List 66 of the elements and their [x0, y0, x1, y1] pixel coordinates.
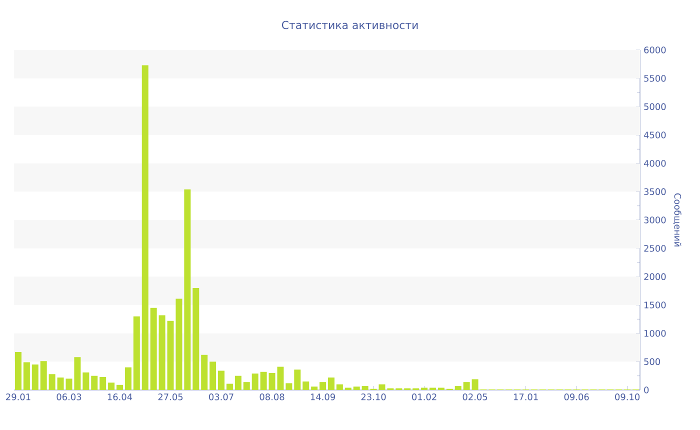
y-tick-label: 2000: [644, 273, 666, 280]
y-tick-label: 5500: [644, 74, 666, 82]
bar: [184, 189, 191, 390]
x-tick-label: 06.03: [56, 394, 82, 400]
y-tick-label: 1000: [644, 330, 666, 337]
bar: [192, 288, 200, 390]
bar: [142, 65, 148, 390]
y-tick-label: 2500: [644, 244, 666, 252]
bar: [201, 354, 208, 390]
bar: [23, 362, 30, 390]
y-tick-label: 5000: [644, 103, 666, 110]
bar: [320, 382, 326, 390]
bar: [108, 382, 115, 390]
bar: [32, 364, 38, 390]
bar: [463, 382, 470, 390]
x-tick-label: 16.04: [108, 394, 132, 400]
bar: [150, 308, 157, 390]
bar: [336, 384, 343, 390]
bar: [252, 374, 258, 390]
y-tick-label: 0: [644, 386, 649, 394]
x-tick-label: 23.10: [361, 394, 386, 400]
x-tick-label: 17.01: [514, 394, 538, 400]
x-tick-label: 27.05: [158, 394, 183, 400]
y-tick-label: 3500: [644, 188, 666, 196]
bar: [91, 376, 98, 390]
bar: [362, 386, 368, 390]
bar: [124, 367, 132, 390]
chart-title: Статистика активности: [282, 20, 418, 30]
bar: [74, 357, 81, 390]
bar: [454, 386, 462, 390]
y-tick-label: 4500: [644, 132, 666, 138]
bar: [133, 316, 140, 390]
bar: [48, 374, 56, 390]
bar: [14, 352, 22, 390]
x-tick-label: 01.02: [412, 394, 436, 400]
x-tick-label: 14.09: [310, 394, 335, 400]
bar: [302, 382, 310, 390]
bar: [100, 376, 106, 390]
y-tick-label: 500: [644, 358, 660, 366]
x-tick-label: 08.08: [260, 394, 284, 400]
x-tick-label: 03.07: [209, 394, 234, 400]
y-tick-label: 1500: [644, 302, 666, 308]
bar: [226, 384, 233, 390]
x-tick-label: 09.10: [615, 394, 640, 400]
x-tick-label: 29.01: [6, 394, 30, 400]
y-tick-label: 6000: [644, 46, 666, 54]
bar: [294, 370, 301, 390]
x-tick-label: 02.05: [462, 394, 488, 400]
y-axis-title: Сообщений: [673, 193, 682, 246]
x-tick-label: 09.06: [564, 394, 589, 400]
bar: [210, 362, 216, 390]
bar: [158, 315, 166, 390]
bar: [40, 361, 47, 390]
bar: [243, 382, 250, 390]
bar: [472, 379, 478, 390]
bar: [82, 372, 90, 390]
bar: [260, 372, 267, 390]
y-tick-label: 3000: [644, 216, 666, 224]
bar: [286, 383, 292, 390]
bar: [353, 386, 360, 390]
y-tick-label: 4000: [644, 160, 666, 167]
bar: [234, 376, 242, 390]
bar: [116, 384, 123, 390]
bar: [328, 378, 334, 390]
bar: [311, 386, 318, 390]
bar: [218, 370, 225, 390]
